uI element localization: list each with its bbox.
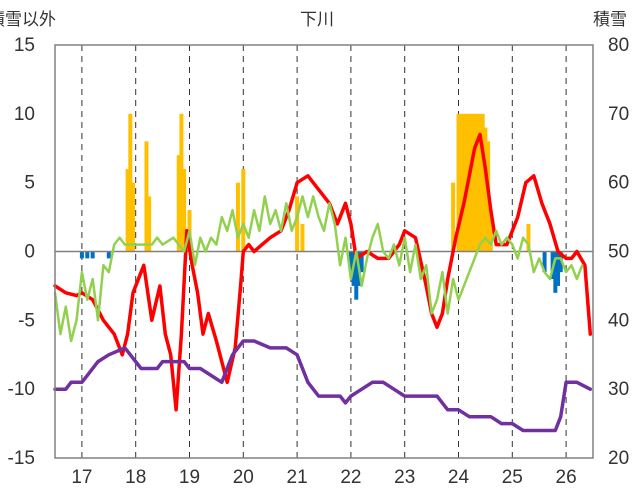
- bar-0-21: [475, 113, 480, 252]
- series-line-0: [53, 132, 593, 412]
- x-tick-label: 20: [233, 467, 254, 488]
- bar-1-2: [90, 251, 95, 259]
- left-axis-label: 積雪以外: [0, 10, 56, 30]
- y-right-tick-label: 80: [608, 35, 629, 56]
- bar-0-6: [179, 113, 184, 252]
- y-left-tick-label: 0: [24, 242, 35, 263]
- bar-0-9: [235, 182, 240, 252]
- series-line-2: [53, 339, 593, 433]
- y-left-tick-label: -5: [18, 310, 35, 331]
- y-left-tick-label: -10: [8, 379, 35, 400]
- bar-0-20: [472, 113, 477, 252]
- y-left-tick-label: -15: [8, 448, 35, 469]
- x-tick-label: 26: [556, 467, 577, 488]
- bar-1-4: [348, 251, 353, 273]
- x-tick-label: 17: [71, 467, 92, 488]
- x-tick-label: 23: [394, 467, 415, 488]
- right-axis-label: 積雪: [593, 10, 627, 30]
- bar-0-11: [295, 196, 300, 252]
- y-right-tick-label: 40: [608, 310, 629, 331]
- y-right-tick-label: 30: [608, 379, 629, 400]
- bar-0-16: [461, 113, 466, 252]
- bar-0-15: [459, 113, 464, 252]
- bar-0-5: [176, 155, 181, 252]
- plot-frame: [54, 44, 594, 459]
- y-right-tick-label: 20: [608, 448, 629, 469]
- bar-1-12: [556, 251, 561, 286]
- bar-0-24: [483, 127, 488, 252]
- x-tick-label: 24: [448, 467, 470, 488]
- bar-0-3: [144, 141, 149, 252]
- bar-1-6: [354, 251, 359, 300]
- bar-0-27: [526, 223, 531, 252]
- bar-0-10: [241, 168, 246, 252]
- bar-0-7: [182, 168, 187, 252]
- bar-0-26: [488, 210, 493, 252]
- bar-1-9: [542, 251, 547, 273]
- chart-title: 下川: [300, 10, 334, 30]
- bar-1-3: [106, 251, 111, 259]
- bar-0-13: [451, 182, 456, 252]
- series-line-1: [53, 195, 584, 343]
- x-tick-label: 19: [179, 467, 200, 488]
- y-right-tick-label: 60: [608, 173, 629, 194]
- y-right-tick-label: 50: [608, 242, 629, 263]
- bar-1-11: [553, 251, 558, 293]
- y-left-tick-label: 5: [24, 173, 35, 194]
- y-left-tick-label: 15: [14, 35, 35, 56]
- bar-0-1: [128, 113, 133, 252]
- bar-0-2: [131, 182, 136, 252]
- x-tick-label: 25: [502, 467, 523, 488]
- x-tick-label: 22: [340, 467, 361, 488]
- bar-0-0: [125, 168, 130, 252]
- x-tick-label: 21: [287, 467, 308, 488]
- x-tick-label: 18: [125, 467, 146, 488]
- bar-0-19: [469, 113, 474, 252]
- bar-0-4: [147, 196, 152, 252]
- bar-1-8: [359, 251, 364, 273]
- bar-0-22: [478, 113, 483, 252]
- y-right-tick-label: 70: [608, 104, 629, 125]
- bar-0-12: [300, 223, 305, 252]
- bar-0-14: [456, 113, 461, 252]
- bar-0-23: [480, 113, 485, 252]
- bar-1-0: [79, 251, 84, 259]
- bar-1-1: [85, 251, 90, 259]
- y-left-tick-label: 10: [14, 104, 35, 125]
